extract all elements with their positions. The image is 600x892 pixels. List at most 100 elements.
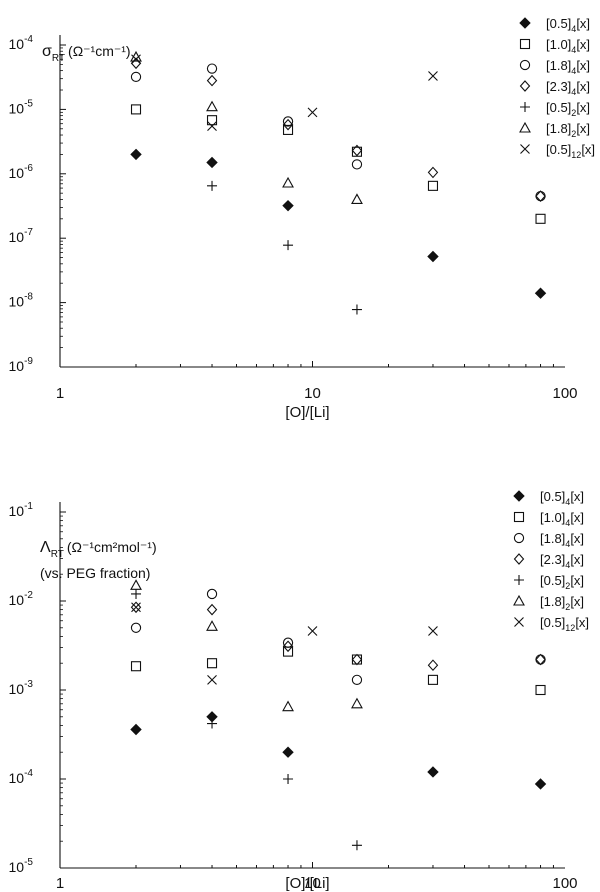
y-tick-label: 10-4 [9,34,34,52]
data-point [427,766,439,778]
data-point [351,304,362,315]
legend-label: [1.0]4[x] [540,510,584,528]
data-point [351,674,363,686]
data-point [282,124,294,135]
data-point [282,637,294,648]
data-point [351,193,363,204]
legend: [0.5]4[x] [1.0]4[x] [1.8]4[x] [2.3]4[x] [0.5… [513,489,589,633]
data-point [130,71,142,83]
data-point [206,74,218,87]
legend-label: [1.8]4[x] [546,58,590,76]
y-tick-label: 10-3 [9,679,34,697]
legend-label: [1.8]2[x] [546,121,590,139]
x-tick-label: 100 [552,875,577,892]
legend-marker [514,617,524,627]
data-point [206,658,218,669]
data-point [427,166,439,179]
y-tick-label: 10-8 [9,292,34,310]
legend-marker [513,532,525,544]
data-point [206,115,218,126]
legend-label: [2.3]4[x] [540,552,584,570]
legend-label: [0.5]4[x] [546,16,590,34]
data-point [206,100,218,112]
data-point [351,654,363,665]
data-point [534,778,547,790]
data-point [427,180,439,191]
legend-marker [513,511,525,523]
series-6 [131,602,438,685]
data-point [535,653,546,666]
data-point [351,159,363,170]
data-point [428,626,438,636]
series-1 [130,104,546,224]
x-tick-label: 10 [304,875,321,892]
y-tick-label: 10-7 [9,227,34,245]
legend-marker [519,80,531,92]
y-tick-label: 10-4 [9,768,34,786]
data-point [428,71,438,81]
legend-label: [0.5]4[x] [540,489,584,507]
data-point [131,54,141,65]
series-3 [130,57,546,202]
data-point [130,723,142,736]
legend-marker [514,575,524,585]
data-point [206,156,218,169]
data-point [206,63,218,74]
x-tick-label: 100 [552,385,577,402]
legend-marker [513,594,525,606]
data-point [130,601,142,614]
data-point [206,588,218,600]
y-tick-label: 10-5 [9,857,34,875]
data-point [351,653,363,666]
data-point [282,116,294,127]
data-point [282,118,294,131]
data-point [351,697,363,709]
y-axis-label: ΛRT (Ω⁻¹cm²mol⁻¹) [40,539,157,560]
x-tick-label: 1 [56,385,64,402]
data-point [131,588,142,599]
series-5 [130,50,363,204]
data-point [130,661,142,672]
legend-label: [0.5]12[x] [546,142,595,160]
data-point [207,718,218,729]
legend-marker [519,59,531,71]
x-axis-label: [O]/[Li] [285,404,329,421]
data-point [283,774,294,784]
series-3 [130,601,546,672]
data-point [130,579,142,590]
data-point [282,199,294,212]
data-point [283,240,294,251]
series-2 [130,63,546,202]
series-0 [130,148,547,299]
data-point [282,176,294,188]
x-tick-label: 10 [304,385,321,402]
series-5 [130,579,363,712]
y-tick-label: 10-6 [9,163,34,181]
series-1 [130,646,546,696]
legend-marker [513,553,525,565]
legend-marker [519,121,531,133]
data-point [207,121,217,132]
series-4 [207,180,362,315]
x-tick-label: 1 [56,875,64,892]
series-2 [130,588,546,686]
legend-marker [519,17,531,29]
data-point [427,250,439,263]
data-point [206,603,218,616]
legend: [0.5]4[x] [1.0]4[x] [1.8]4[x] [2.3]4[x] [0.5… [519,16,595,160]
y-tick-label: 10-1 [9,501,34,519]
data-point [351,144,363,157]
y-axis-note: (vs. PEG fraction) [40,565,150,581]
data-point [535,684,546,696]
data-point [130,622,142,633]
data-point [535,213,546,224]
data-point [534,287,547,299]
data-point [535,654,546,665]
legend-label: [1.0]4[x] [546,37,590,55]
legend-marker [520,102,530,112]
y-axis-label: σRT (Ω⁻¹cm⁻¹) [42,43,131,64]
series-4 [131,588,362,851]
legend-label: [2.3]4[x] [546,79,590,97]
y-tick-label: 10-2 [9,590,34,608]
